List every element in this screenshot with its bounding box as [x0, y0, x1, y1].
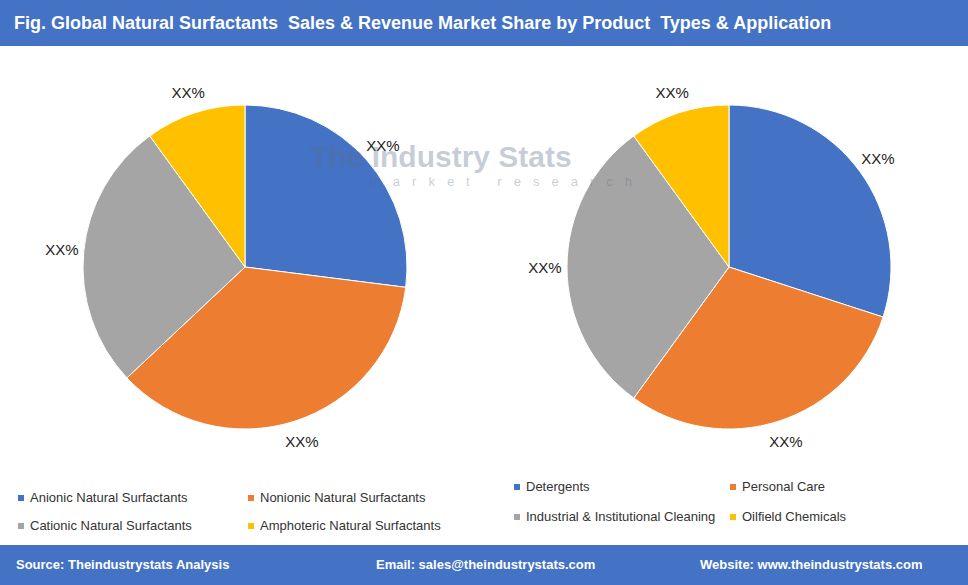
svg-text:XX%: XX%: [171, 84, 204, 101]
svg-text:XX%: XX%: [861, 150, 894, 167]
svg-text:XX%: XX%: [769, 433, 802, 450]
svg-text:XX%: XX%: [285, 433, 318, 450]
svg-text:XX%: XX%: [366, 137, 399, 154]
svg-text:XX%: XX%: [655, 84, 688, 101]
svg-text:XX%: XX%: [45, 241, 78, 258]
svg-text:XX%: XX%: [528, 259, 561, 276]
